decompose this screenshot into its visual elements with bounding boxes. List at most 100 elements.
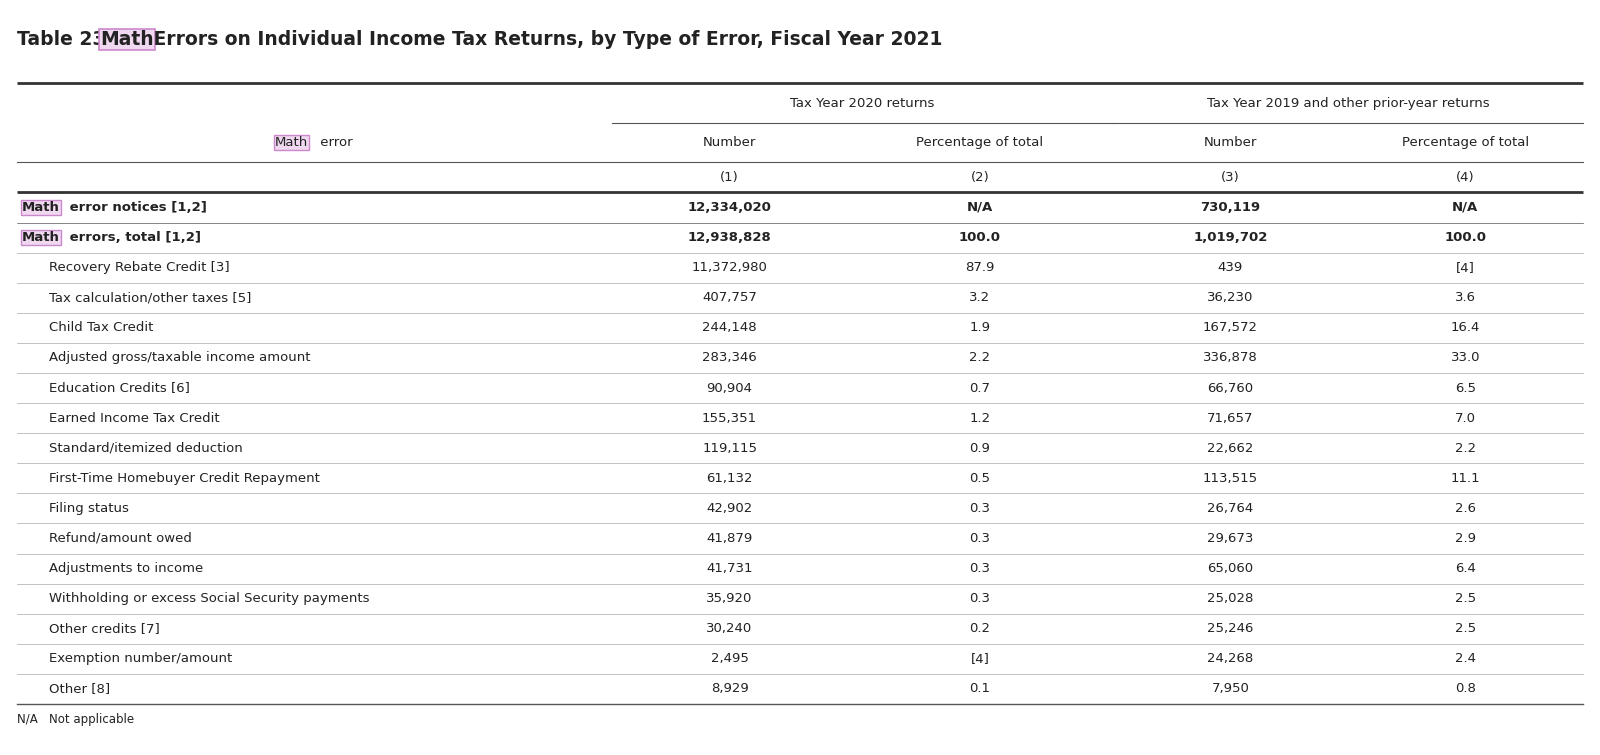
Text: Refund/amount owed: Refund/amount owed (50, 532, 192, 545)
Text: 2.2: 2.2 (1454, 442, 1475, 455)
Text: Math: Math (22, 231, 61, 244)
Text: 0.3: 0.3 (970, 502, 990, 515)
Text: 2.9: 2.9 (1454, 532, 1475, 545)
Text: 0.3: 0.3 (970, 532, 990, 545)
Text: 336,878: 336,878 (1203, 351, 1258, 365)
Text: 24,268: 24,268 (1208, 652, 1253, 665)
Text: Number: Number (1203, 137, 1258, 149)
Text: Other credits [7]: Other credits [7] (50, 622, 160, 635)
Text: [4]: [4] (1456, 261, 1475, 274)
Text: 167,572: 167,572 (1203, 322, 1258, 334)
Text: Errors on Individual Income Tax Returns, by Type of Error, Fiscal Year 2021: Errors on Individual Income Tax Returns,… (147, 30, 942, 49)
Text: Other [8]: Other [8] (50, 683, 110, 695)
Text: (2): (2) (971, 171, 989, 184)
Text: 407,757: 407,757 (702, 291, 757, 304)
Text: 65,060: 65,060 (1208, 562, 1253, 575)
Text: 30,240: 30,240 (707, 622, 752, 635)
Text: 7.0: 7.0 (1454, 411, 1475, 424)
Text: 730,119: 730,119 (1200, 201, 1261, 214)
Text: 6.5: 6.5 (1454, 381, 1475, 395)
Text: Adjustments to income: Adjustments to income (50, 562, 203, 575)
Text: (1): (1) (720, 171, 739, 184)
Text: 3.2: 3.2 (970, 291, 990, 304)
Text: Tax calculation/other taxes [5]: Tax calculation/other taxes [5] (50, 291, 251, 304)
Text: 25,246: 25,246 (1208, 622, 1254, 635)
Text: 22,662: 22,662 (1208, 442, 1254, 455)
Text: Exemption number/amount: Exemption number/amount (50, 652, 232, 665)
Text: 0.3: 0.3 (970, 562, 990, 575)
Text: Withholding or excess Social Security payments: Withholding or excess Social Security pa… (50, 592, 370, 606)
Text: 8,929: 8,929 (710, 683, 749, 695)
Text: 33.0: 33.0 (1451, 351, 1480, 365)
Text: 1.9: 1.9 (970, 322, 990, 334)
Text: 2,495: 2,495 (710, 652, 749, 665)
Text: 11.1: 11.1 (1451, 472, 1480, 485)
Text: 2.2: 2.2 (970, 351, 990, 365)
Text: Education Credits [6]: Education Credits [6] (50, 381, 190, 395)
Text: 0.5: 0.5 (970, 472, 990, 485)
Text: Recovery Rebate Credit [3]: Recovery Rebate Credit [3] (50, 261, 229, 274)
Text: (4): (4) (1456, 171, 1475, 184)
Text: (3): (3) (1221, 171, 1240, 184)
Text: 12,334,020: 12,334,020 (688, 201, 771, 214)
Text: 100.0: 100.0 (1445, 231, 1486, 244)
Text: 90,904: 90,904 (707, 381, 752, 395)
Text: Table 23.: Table 23. (18, 30, 126, 49)
Text: 0.9: 0.9 (970, 442, 990, 455)
Text: [4]: [4] (971, 652, 989, 665)
Text: N/A: N/A (1453, 201, 1478, 214)
Text: 244,148: 244,148 (702, 322, 757, 334)
Text: Child Tax Credit: Child Tax Credit (50, 322, 154, 334)
Text: 439: 439 (1218, 261, 1243, 274)
Text: 0.8: 0.8 (1454, 683, 1475, 695)
Text: 0.3: 0.3 (970, 592, 990, 606)
Text: N/A   Not applicable: N/A Not applicable (18, 713, 134, 726)
Text: 36,230: 36,230 (1208, 291, 1254, 304)
Text: 41,879: 41,879 (707, 532, 752, 545)
Text: Math: Math (22, 201, 61, 214)
Text: 2.6: 2.6 (1454, 502, 1475, 515)
Text: Filing status: Filing status (50, 502, 128, 515)
Text: 100.0: 100.0 (958, 231, 1002, 244)
Text: 87.9: 87.9 (965, 261, 995, 274)
Text: 25,028: 25,028 (1208, 592, 1254, 606)
Text: 12,938,828: 12,938,828 (688, 231, 771, 244)
Text: 1,019,702: 1,019,702 (1194, 231, 1267, 244)
Text: error: error (317, 137, 354, 149)
Text: 61,132: 61,132 (706, 472, 754, 485)
Text: 66,760: 66,760 (1208, 381, 1253, 395)
Text: 1.2: 1.2 (970, 411, 990, 424)
Text: Math: Math (275, 137, 309, 149)
Text: 0.7: 0.7 (970, 381, 990, 395)
Text: 155,351: 155,351 (702, 411, 757, 424)
Text: 35,920: 35,920 (706, 592, 752, 606)
Text: 16.4: 16.4 (1451, 322, 1480, 334)
Text: 29,673: 29,673 (1208, 532, 1254, 545)
Text: 113,515: 113,515 (1203, 472, 1258, 485)
Text: Math: Math (101, 30, 154, 49)
Text: Tax Year 2019 and other prior-year returns: Tax Year 2019 and other prior-year retur… (1206, 97, 1490, 110)
Text: 7,950: 7,950 (1211, 683, 1250, 695)
Text: 0.2: 0.2 (970, 622, 990, 635)
Text: 2.5: 2.5 (1454, 592, 1475, 606)
Text: 41,731: 41,731 (706, 562, 754, 575)
Text: 6.4: 6.4 (1454, 562, 1475, 575)
Text: 2.4: 2.4 (1454, 652, 1475, 665)
Text: Earned Income Tax Credit: Earned Income Tax Credit (50, 411, 219, 424)
Text: Percentage of total: Percentage of total (1402, 137, 1530, 149)
Text: Adjusted gross/taxable income amount: Adjusted gross/taxable income amount (50, 351, 310, 365)
Text: 283,346: 283,346 (702, 351, 757, 365)
Text: 119,115: 119,115 (702, 442, 757, 455)
Text: Standard/itemized deduction: Standard/itemized deduction (50, 442, 243, 455)
Text: N/A: N/A (966, 201, 994, 214)
Text: errors, total [1,2]: errors, total [1,2] (66, 231, 202, 244)
Text: 26,764: 26,764 (1208, 502, 1253, 515)
Text: 71,657: 71,657 (1208, 411, 1254, 424)
Text: 42,902: 42,902 (707, 502, 752, 515)
Text: Tax Year 2020 returns: Tax Year 2020 returns (790, 97, 934, 110)
Text: First-Time Homebuyer Credit Repayment: First-Time Homebuyer Credit Repayment (50, 472, 320, 485)
Text: Percentage of total: Percentage of total (917, 137, 1043, 149)
Text: error notices [1,2]: error notices [1,2] (66, 201, 206, 214)
Text: 11,372,980: 11,372,980 (691, 261, 768, 274)
Text: 3.6: 3.6 (1454, 291, 1475, 304)
